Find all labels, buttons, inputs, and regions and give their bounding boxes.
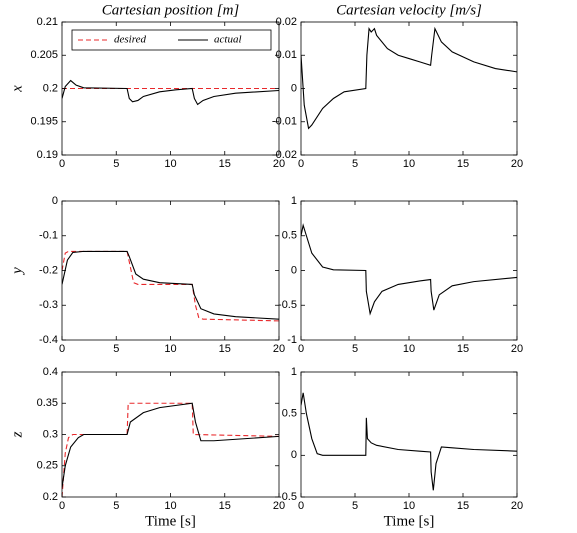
y-tick-label: -0.1 bbox=[39, 230, 58, 242]
x-tick-label: 5 bbox=[352, 158, 358, 170]
y-tick-label: -0.3 bbox=[39, 299, 58, 311]
y-tick-label: 0 bbox=[291, 82, 297, 94]
x-tick-label: 5 bbox=[113, 343, 119, 355]
x-tick-label: 15 bbox=[219, 158, 231, 170]
y-tick-label: 0.5 bbox=[282, 408, 297, 420]
x-tick-label: 20 bbox=[273, 158, 285, 170]
x-axis-label: Time [s] bbox=[145, 513, 196, 529]
x-tick-label: 20 bbox=[273, 500, 285, 512]
y-tick-label: -0.2 bbox=[39, 264, 58, 276]
y-tick-label: -0.02 bbox=[272, 149, 297, 161]
x-tick-label: 20 bbox=[511, 343, 523, 355]
y-axis-label: y bbox=[9, 267, 25, 276]
y-tick-label: 0 bbox=[52, 195, 58, 207]
plot-area bbox=[62, 201, 279, 340]
line-series bbox=[62, 250, 279, 320]
legend-label: desired bbox=[114, 34, 146, 46]
x-tick-label: 15 bbox=[457, 500, 469, 512]
plot-area bbox=[301, 22, 517, 155]
x-tick-label: 0 bbox=[59, 158, 65, 170]
x-tick-label: 0 bbox=[298, 158, 304, 170]
x-tick-label: 10 bbox=[164, 500, 176, 512]
x-tick-label: 5 bbox=[113, 500, 119, 512]
y-axis-label: x bbox=[9, 85, 25, 93]
y-tick-label: -1 bbox=[287, 334, 297, 346]
x-tick-label: 15 bbox=[219, 500, 231, 512]
line-series bbox=[301, 26, 517, 130]
x-tick-label: 5 bbox=[352, 500, 358, 512]
chart-title: Cartesian position [m] bbox=[102, 2, 240, 18]
y-tick-label: 0.02 bbox=[276, 16, 297, 28]
legend-box bbox=[71, 29, 272, 51]
y-tick-label: 0.195 bbox=[30, 116, 58, 128]
x-tick-label: 20 bbox=[273, 343, 285, 355]
y-tick-label: 0.205 bbox=[30, 49, 58, 61]
plot-area bbox=[301, 372, 517, 497]
line-series bbox=[301, 392, 517, 491]
y-tick-label: -0.5 bbox=[278, 491, 297, 503]
line-series bbox=[62, 402, 279, 497]
line-series bbox=[62, 402, 279, 488]
x-tick-label: 10 bbox=[403, 500, 415, 512]
x-tick-label: 5 bbox=[352, 343, 358, 355]
y-tick-label: 0.21 bbox=[37, 16, 58, 28]
y-tick-label: -0.01 bbox=[272, 116, 297, 128]
x-tick-label: 10 bbox=[403, 158, 415, 170]
x-tick-label: 0 bbox=[298, 500, 304, 512]
y-tick-label: 1 bbox=[291, 366, 297, 378]
y-tick-label: 0 bbox=[291, 449, 297, 461]
y-tick-label: 0.2 bbox=[43, 82, 58, 94]
plot-area bbox=[301, 201, 517, 340]
x-tick-label: 5 bbox=[113, 158, 119, 170]
x-tick-label: 0 bbox=[298, 343, 304, 355]
x-tick-label: 0 bbox=[59, 343, 65, 355]
line-series bbox=[62, 79, 279, 106]
y-tick-label: 0.4 bbox=[43, 366, 58, 378]
x-tick-label: 10 bbox=[164, 343, 176, 355]
x-axis-label: Time [s] bbox=[384, 513, 435, 529]
y-tick-label: 0 bbox=[291, 264, 297, 276]
y-tick-label: 0.25 bbox=[37, 460, 58, 472]
x-tick-label: 20 bbox=[511, 158, 523, 170]
legend-label: actual bbox=[214, 34, 242, 46]
x-tick-label: 20 bbox=[511, 500, 523, 512]
y-axis-label: z bbox=[9, 431, 25, 438]
y-tick-label: -0.4 bbox=[39, 334, 58, 346]
y-tick-label: 0.2 bbox=[43, 491, 58, 503]
y-tick-label: 0.35 bbox=[37, 397, 58, 409]
x-tick-label: 0 bbox=[59, 500, 65, 512]
y-tick-label: 1 bbox=[291, 195, 297, 207]
y-tick-label: 0.01 bbox=[276, 49, 297, 61]
y-tick-label: 0.5 bbox=[282, 230, 297, 242]
y-tick-label: -0.5 bbox=[278, 299, 297, 311]
line-series bbox=[62, 250, 279, 322]
chart-title: Cartesian velocity [m/s] bbox=[336, 2, 482, 18]
y-tick-label: 0.19 bbox=[37, 149, 58, 161]
x-tick-label: 10 bbox=[403, 343, 415, 355]
x-tick-label: 10 bbox=[164, 158, 176, 170]
x-tick-label: 15 bbox=[457, 343, 469, 355]
x-tick-label: 15 bbox=[219, 343, 231, 355]
line-series bbox=[301, 223, 517, 316]
y-tick-label: 0.3 bbox=[43, 428, 58, 440]
x-tick-label: 15 bbox=[457, 158, 469, 170]
